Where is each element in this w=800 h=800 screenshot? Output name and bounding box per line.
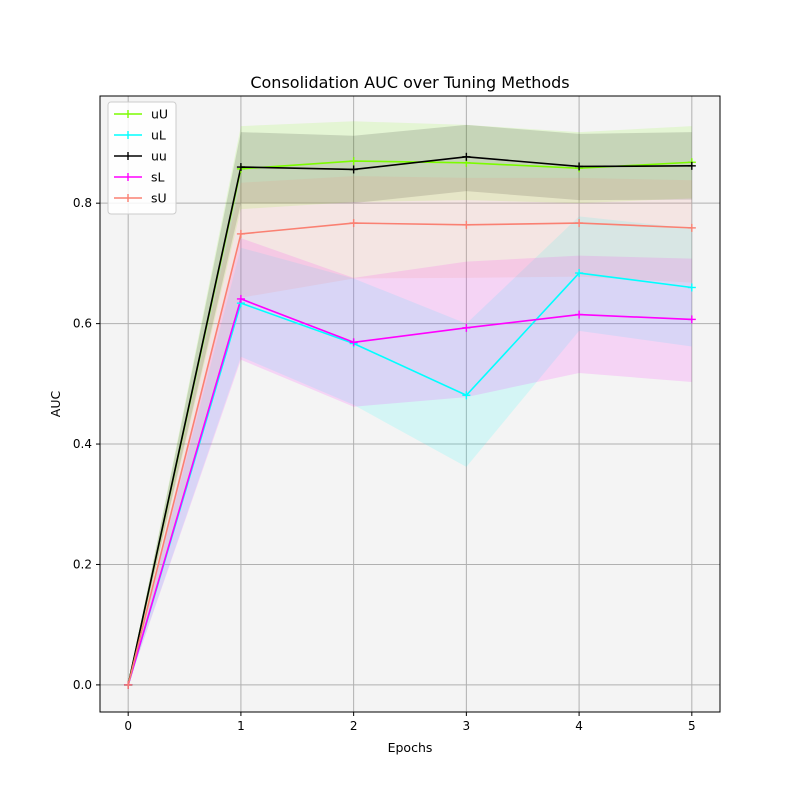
series-markers bbox=[124, 152, 696, 689]
series-line-sl bbox=[127, 298, 692, 686]
data-point-su bbox=[575, 219, 584, 228]
data-point-ul bbox=[575, 269, 584, 278]
x-axis-ticks: 0 1 2 3 4 5 bbox=[124, 712, 696, 733]
confidence-band-su bbox=[128, 176, 692, 685]
confidence-band-sl bbox=[128, 238, 692, 685]
legend-item-ul: uL bbox=[114, 128, 166, 143]
data-point-sl bbox=[462, 323, 471, 332]
y-axis-ticks: 0.0 0.2 0.4 0.6 0.8 bbox=[73, 196, 100, 692]
data-point-su bbox=[462, 220, 471, 229]
data-point-sl bbox=[687, 315, 696, 324]
x-tick-label: 1 bbox=[237, 719, 245, 733]
legend: uU uL uu sL sU bbox=[107, 101, 177, 215]
gridlines bbox=[100, 96, 720, 712]
plot-area bbox=[100, 96, 720, 712]
data-point-ul bbox=[687, 283, 696, 292]
x-tick-label: 2 bbox=[350, 719, 358, 733]
legend-label: sU bbox=[151, 191, 167, 206]
data-point-uu bbox=[687, 161, 696, 170]
legend-box bbox=[107, 101, 177, 215]
x-tick-label: 4 bbox=[575, 719, 583, 733]
data-point-uu bbox=[575, 162, 584, 171]
data-point-su bbox=[236, 229, 245, 238]
data-point-ul bbox=[462, 391, 471, 400]
data-point-su bbox=[124, 680, 133, 689]
confidence-band-uu bbox=[128, 121, 692, 685]
legend-label: uL bbox=[151, 128, 166, 143]
series-line-su bbox=[127, 222, 692, 686]
data-point-sl bbox=[349, 338, 358, 347]
data-point-sl bbox=[236, 294, 245, 303]
data-point-sl bbox=[575, 310, 584, 319]
x-tick-label: 5 bbox=[688, 719, 696, 733]
confidence-bands bbox=[128, 121, 692, 685]
data-point-uu bbox=[236, 163, 245, 172]
y-tick-label: 0.4 bbox=[73, 437, 92, 451]
y-axis-label: AUC bbox=[48, 391, 63, 418]
series-lines bbox=[127, 156, 692, 686]
data-point-uu bbox=[349, 165, 358, 174]
data-point-su bbox=[349, 219, 358, 228]
chart-title: Consolidation AUC over Tuning Methods bbox=[250, 73, 569, 92]
data-point-uu bbox=[462, 152, 471, 161]
data-point-uu bbox=[349, 157, 358, 166]
legend-item-uu: uu bbox=[114, 149, 167, 164]
confidence-band-ul bbox=[128, 216, 692, 685]
confidence-band-uu bbox=[128, 124, 692, 685]
y-tick-label: 0.0 bbox=[73, 678, 92, 692]
legend-item-su: sU bbox=[114, 191, 167, 206]
y-tick-label: 0.8 bbox=[73, 196, 92, 210]
legend-label: uU bbox=[151, 107, 168, 122]
plot-frame bbox=[99, 95, 721, 713]
y-tick-label: 0.6 bbox=[73, 317, 92, 331]
y-tick-label: 0.2 bbox=[73, 557, 92, 571]
x-tick-label: 3 bbox=[463, 719, 471, 733]
legend-label: sL bbox=[151, 170, 165, 185]
data-point-su bbox=[687, 223, 696, 232]
legend-item-uu: uU bbox=[114, 107, 168, 122]
series-line-uu bbox=[127, 156, 692, 686]
x-axis-label: Epochs bbox=[388, 740, 433, 755]
legend-label: uu bbox=[151, 149, 167, 164]
legend-item-sl: sL bbox=[114, 170, 165, 185]
series-line-ul bbox=[127, 272, 692, 686]
x-tick-label: 0 bbox=[124, 719, 132, 733]
